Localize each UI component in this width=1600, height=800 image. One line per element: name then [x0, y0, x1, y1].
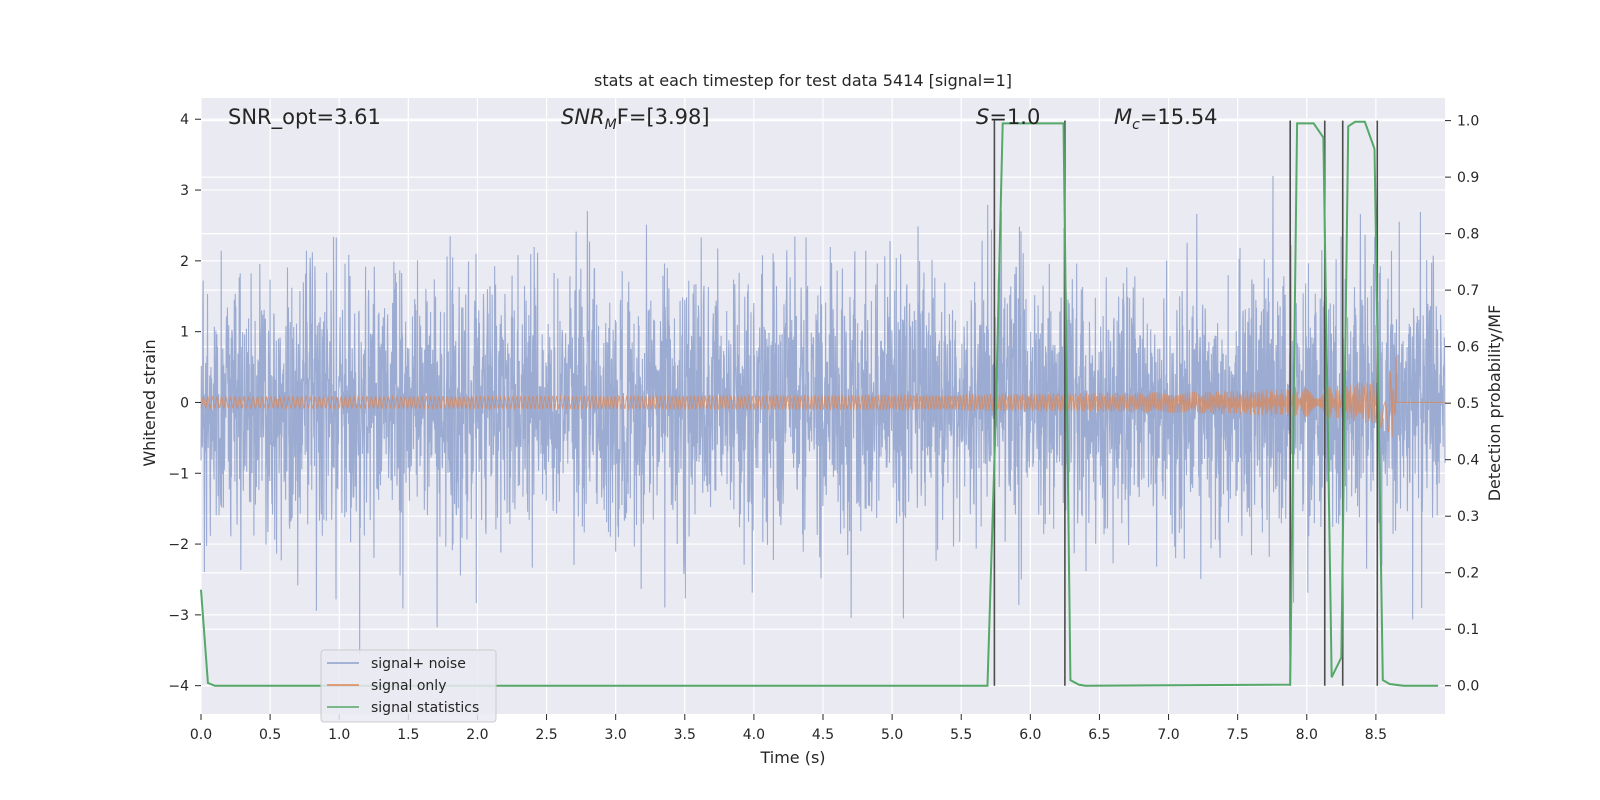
series-signal-noise [200, 175, 1446, 655]
legend-label-noise: signal+ noise [371, 656, 466, 672]
chart-title: stats at each timestep for test data 541… [594, 71, 1012, 90]
x-tick-label: 3.0 [605, 727, 627, 743]
plot-area [200, 98, 1446, 714]
x-tick-label: 7.5 [1227, 727, 1249, 743]
right-tick-label: 0.6 [1457, 340, 1479, 356]
right-y-axis: 1.0 0.9 0.8 0.7 0.6 0.5 0.4 0.3 0.2 0.1 0.0 [1445, 114, 1479, 695]
x-tick-label: 5.5 [950, 727, 972, 743]
x-tick-label: 8.0 [1296, 727, 1318, 743]
x-tick-label: 0.5 [259, 727, 281, 743]
right-tick-label: 0.5 [1457, 396, 1479, 412]
left-tick-label: −3 [168, 608, 189, 624]
x-tick-label: 1.5 [397, 727, 419, 743]
x-tick-label: 1.0 [328, 727, 350, 743]
right-tick-label: 0.4 [1457, 453, 1479, 469]
right-tick-label: 1.0 [1457, 114, 1479, 130]
x-tick-label: 2.0 [466, 727, 488, 743]
legend: signal+ noise signal only signal statist… [320, 649, 497, 723]
left-tick-label: 3 [180, 183, 189, 199]
right-tick-label: 0.9 [1457, 170, 1479, 186]
series-signal-only [200, 356, 1445, 437]
left-tick-label: −4 [168, 679, 189, 695]
annotation-snr-mf: SNRMF=[3.98] [561, 105, 710, 133]
x-tick-label: 3.5 [674, 727, 696, 743]
left-y-axis-label: Whitened strain [140, 339, 159, 466]
right-tick-label: 0.3 [1457, 509, 1479, 525]
left-tick-label: 1 [180, 325, 189, 341]
x-tick-label: 7.0 [1157, 727, 1179, 743]
left-y-axis: 4 3 2 1 0 −1 −2 −3 −4 [168, 112, 201, 695]
x-tick-label: 4.5 [812, 727, 834, 743]
x-tick-label: 6.5 [1088, 727, 1110, 743]
legend-frame [320, 649, 497, 723]
right-tick-label: 0.7 [1457, 283, 1479, 299]
left-tick-label: −1 [168, 466, 189, 482]
x-tick-label: 4.0 [743, 727, 765, 743]
right-tick-label: 0.0 [1457, 679, 1479, 695]
x-axis-label: Time (s) [759, 748, 825, 767]
x-axis: 0.0 0.5 1.0 1.5 2.0 2.5 3.0 3.5 4.0 4.5 5.0 5.5 6.0 6… [190, 714, 1387, 743]
annotation-s: S=1.0 [976, 105, 1040, 129]
legend-label-signal: signal only [371, 678, 446, 694]
right-tick-label: 0.2 [1457, 566, 1479, 582]
right-tick-label: 0.1 [1457, 622, 1479, 638]
left-tick-label: 0 [180, 395, 189, 411]
x-tick-label: 6.0 [1019, 727, 1041, 743]
x-tick-label: 8.5 [1365, 727, 1387, 743]
legend-label-stats: signal statistics [371, 700, 479, 716]
left-tick-label: 2 [180, 254, 189, 270]
right-tick-label: 0.8 [1457, 227, 1479, 243]
annotation-snr-opt: SNR_opt=3.61 [228, 105, 381, 130]
x-tick-label: 2.5 [535, 727, 557, 743]
x-tick-label: 0.0 [190, 727, 212, 743]
x-tick-label: 5.0 [881, 727, 903, 743]
right-y-axis-label: Detection probability/MF [1485, 305, 1504, 502]
annotation-mc: Mc=15.54 [1114, 105, 1218, 133]
left-tick-label: −2 [168, 537, 189, 553]
left-tick-label: 4 [180, 112, 189, 128]
